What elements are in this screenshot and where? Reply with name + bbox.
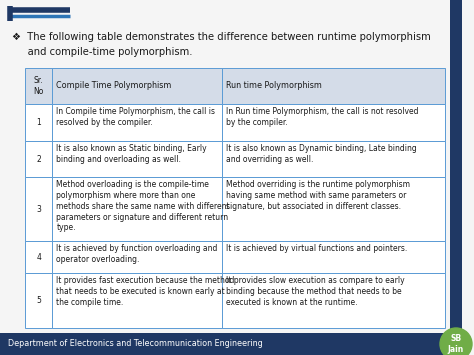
Bar [52,177,222,241]
Text: Method overloading is the compile-time
polymorphism where more than one
methods : Method overloading is the compile-time p… [56,180,230,232]
Bar [222,142,445,177]
Circle shape [440,328,472,355]
Text: It is also known as Dynamic binding, Late binding
and overriding as well.: It is also known as Dynamic binding, Lat… [227,144,417,164]
Bar [222,241,445,273]
Bar [25,241,52,273]
Text: 2: 2 [36,155,41,164]
Bar [222,177,445,241]
Text: Method overriding is the runtime polymorphism
having same method with same param: Method overriding is the runtime polymor… [227,180,410,211]
Text: 4: 4 [36,253,41,262]
Bar [450,0,462,355]
Bar [25,68,52,104]
Text: 1: 1 [36,118,41,127]
Text: It provides fast execution because the method
that needs to be executed is known: It provides fast execution because the m… [56,276,235,307]
Bar [222,273,445,328]
Text: Sr.
No: Sr. No [34,76,44,96]
Bar [222,68,445,104]
Text: ❖  The following table demonstrates the difference between runtime polymorphism
: ❖ The following table demonstrates the d… [12,32,431,57]
Text: It is also known as Static binding, Early
binding and overloading as well.: It is also known as Static binding, Earl… [56,144,207,164]
Text: It is achieved by virtual functions and pointers.: It is achieved by virtual functions and … [227,244,408,253]
Text: It provides slow execution as compare to early
binding because the method that n: It provides slow execution as compare to… [227,276,405,307]
Text: Run time Polymorphism: Run time Polymorphism [227,81,322,91]
Bar [0,333,450,355]
Bar [52,241,222,273]
Bar [25,273,52,328]
Bar [25,177,52,241]
Text: 5: 5 [36,296,41,305]
Text: 3: 3 [36,205,41,214]
Text: Compile Time Polymorphism: Compile Time Polymorphism [56,81,172,91]
Text: In Run time Polymorphism, the call is not resolved
by the compiler.: In Run time Polymorphism, the call is no… [227,107,419,126]
Bar [52,104,222,142]
Bar [222,104,445,142]
Text: In Compile time Polymorphism, the call is
resolved by the compiler.: In Compile time Polymorphism, the call i… [56,107,215,126]
Bar [25,104,52,142]
Bar [52,142,222,177]
Text: Department of Electronics and Telecommunication Engineering: Department of Electronics and Telecommun… [8,339,263,349]
Bar [52,68,222,104]
Text: SB
Jain: SB Jain [448,334,464,354]
Text: It is achieved by function overloading and
operator overloading.: It is achieved by function overloading a… [56,244,218,264]
Bar [25,142,52,177]
Bar [52,273,222,328]
